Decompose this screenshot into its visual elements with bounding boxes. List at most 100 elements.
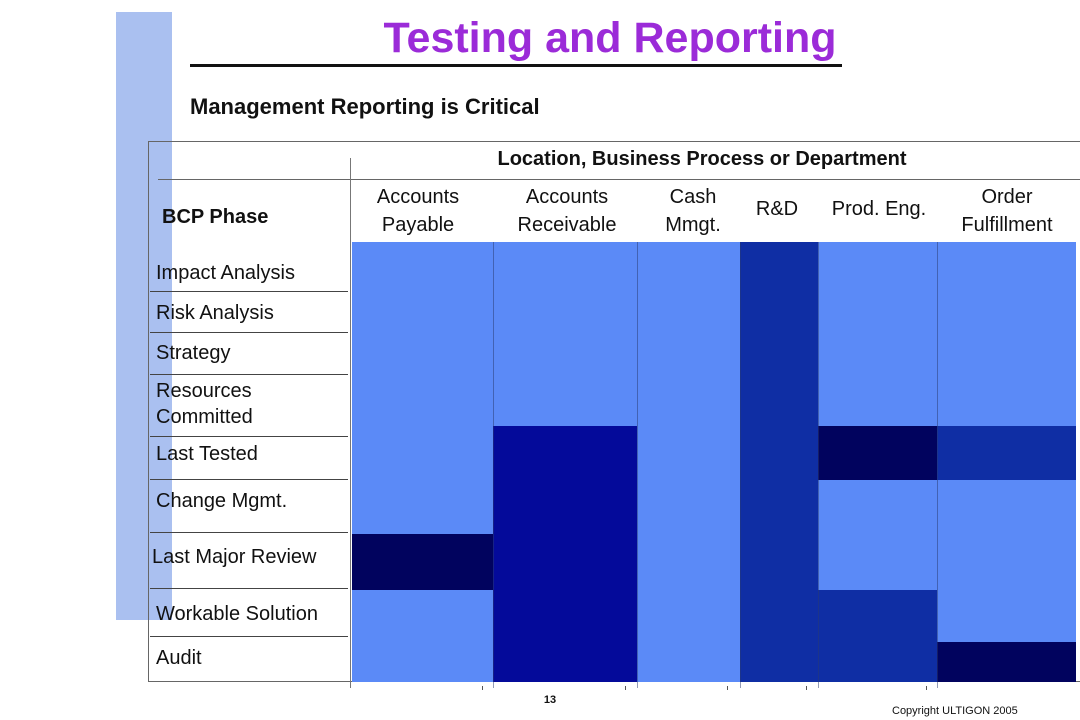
matrix-cell: [818, 642, 937, 682]
matrix-cell: [352, 642, 493, 682]
matrix-cell: [740, 642, 818, 682]
column-header-line: Fulfillment: [961, 214, 1053, 236]
matrix-cell: [818, 480, 937, 534]
matrix-cell: [740, 480, 818, 534]
column-separator: [818, 242, 819, 688]
row-label-line: Audit: [156, 647, 202, 669]
row-divider: [150, 532, 348, 533]
axis-tick: [926, 686, 927, 690]
row-divider: [150, 332, 348, 333]
row-label-line: Last Tested: [156, 443, 258, 465]
matrix-cell: [818, 332, 937, 374]
bcp-phase-label: Audit: [156, 645, 202, 671]
matrix-cell: [937, 480, 1076, 534]
column-header-line: Accounts: [376, 186, 460, 208]
column-header: Prod. Eng.: [809, 195, 949, 223]
matrix-cell: [637, 480, 740, 534]
bcp-phase-label: Last Tested: [156, 441, 258, 467]
column-separator: [740, 242, 741, 688]
matrix-cell: [493, 426, 637, 480]
column-header-line: Receivable: [517, 214, 617, 236]
bcp-phase-label: Resources Committed: [156, 378, 253, 430]
column-header-line: Mmgt.: [665, 214, 721, 236]
matrix-cell: [818, 290, 937, 332]
matrix-cell: [493, 332, 637, 374]
row-divider: [150, 588, 348, 589]
row-label-line: Committed: [156, 406, 253, 428]
matrix-cell: [818, 374, 937, 426]
matrix-cell: [352, 374, 493, 426]
matrix-cell: [637, 426, 740, 480]
matrix-cell: [493, 480, 637, 534]
matrix-cell: [637, 242, 740, 290]
row-label-line: Risk Analysis: [156, 302, 274, 324]
location-header: Location, Business Process or Department: [497, 148, 907, 170]
column-header-line: Prod. Eng.: [831, 198, 927, 220]
row-label-line: Last Major Review: [152, 546, 317, 568]
matrix-cell: [740, 242, 818, 290]
row-divider: [150, 636, 348, 637]
axis-tick: [482, 686, 483, 690]
column-separator: [493, 242, 494, 688]
axis-tick: [727, 686, 728, 690]
row-divider: [150, 291, 348, 292]
matrix-cell: [352, 242, 493, 290]
column-header-line: Order: [981, 186, 1033, 208]
matrix-cell: [352, 590, 493, 642]
matrix-cell: [352, 332, 493, 374]
column-header-line: R&D: [755, 198, 799, 220]
row-divider: [150, 436, 348, 437]
matrix-cell: [937, 374, 1076, 426]
matrix-cell: [937, 242, 1076, 290]
accent-bar: [116, 12, 172, 620]
matrix-cell: [818, 590, 937, 642]
column-header: Accounts Payable: [348, 183, 488, 239]
header-rule: [158, 179, 1080, 180]
matrix-cell: [818, 534, 937, 590]
row-divider: [150, 479, 348, 480]
bcp-phase-label: Workable Solution: [156, 601, 318, 627]
matrix-cell: [637, 534, 740, 590]
bcp-phase-label: Impact Analysis: [156, 260, 295, 286]
column-header: Accounts Receivable: [497, 183, 637, 239]
copyright-notice: Copyright ULTIGON 2005: [892, 705, 1018, 717]
bcp-phase-label: Strategy: [156, 340, 230, 366]
matrix-cell: [937, 332, 1076, 374]
column-header: Cash Mmgt.: [623, 183, 763, 239]
bcp-phase-label: Change Mgmt.: [156, 488, 287, 514]
matrix-cell: [637, 332, 740, 374]
column-header: Order Fulfillment: [937, 183, 1077, 239]
matrix-cell: [493, 590, 637, 642]
slide-subtitle: Management Reporting is Critical: [190, 94, 540, 119]
column-header-line: Accounts: [525, 186, 609, 208]
row-label-line: Strategy: [156, 342, 231, 364]
matrix-cell: [937, 426, 1076, 480]
matrix-cell: [740, 534, 818, 590]
title-underline: [190, 64, 842, 67]
row-label-line: Workable Solution: [156, 603, 318, 625]
axis-tick: [625, 686, 626, 690]
matrix-cell: [740, 426, 818, 480]
row-divider: [150, 374, 348, 375]
bcp-phase-header: BCP Phase: [162, 206, 269, 228]
matrix-cell: [352, 534, 493, 590]
slide-title: Testing and Reporting: [383, 14, 837, 62]
matrix-cell: [637, 290, 740, 332]
column-header: R&D: [707, 195, 847, 223]
axis-tick: [806, 686, 807, 690]
matrix-cell: [637, 374, 740, 426]
matrix-cell: [740, 590, 818, 642]
page-number: 13: [543, 694, 557, 706]
bcp-phase-label: Risk Analysis: [156, 300, 274, 326]
matrix-cell: [818, 426, 937, 480]
matrix-cell: [493, 642, 637, 682]
matrix-cell: [937, 290, 1076, 332]
column-header-line: Cash: [669, 186, 717, 208]
matrix-cell: [352, 426, 493, 480]
matrix-cell: [740, 332, 818, 374]
matrix-cell: [740, 374, 818, 426]
matrix-cell: [493, 242, 637, 290]
matrix-cell: [493, 290, 637, 332]
matrix-cell: [493, 534, 637, 590]
matrix-cell: [352, 480, 493, 534]
